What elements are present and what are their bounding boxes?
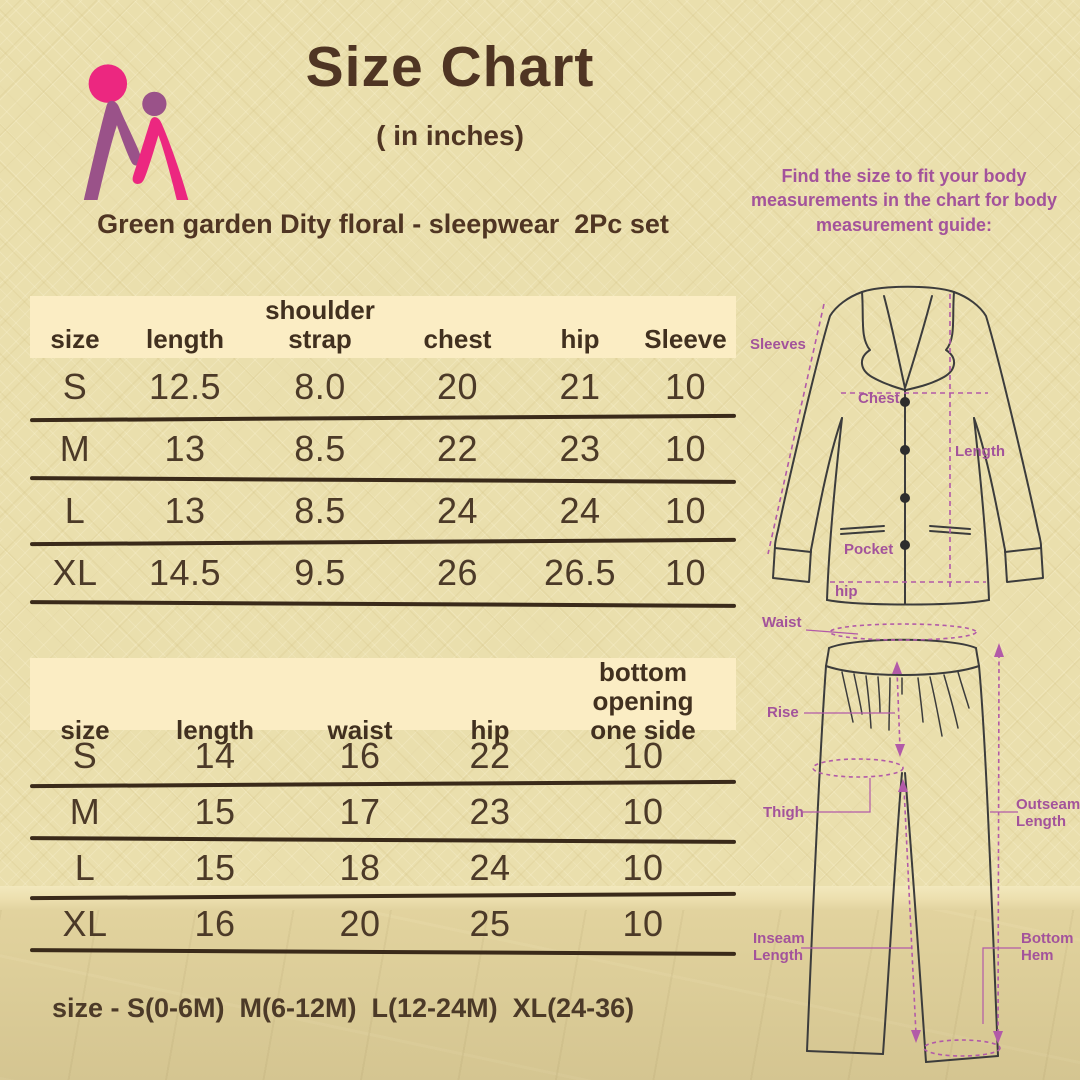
cell: L [74, 847, 96, 888]
cell: 13 [164, 428, 206, 469]
table-row: XL 14.5 9.5 26 26.5 10 [30, 544, 736, 602]
cell: 9.5 [294, 552, 346, 593]
length-label: Length [955, 443, 1005, 460]
cell: 10 [664, 552, 707, 593]
header-cell-hip: hip [470, 715, 510, 746]
cell: 10 [622, 735, 664, 776]
cell: 22 [436, 428, 479, 469]
thigh-label: Thigh [763, 804, 804, 821]
pajama-top-illustration [767, 285, 1044, 606]
table-row: L 13 8.5 24 24 10 [30, 482, 736, 540]
cell: XL [62, 903, 108, 944]
table-row: M 15 17 23 10 [30, 786, 736, 838]
floor-background [0, 910, 1080, 1080]
cell: 10 [622, 903, 664, 944]
cell: M [69, 791, 101, 832]
bottom-hem-label: Bottom Hem [1021, 930, 1074, 965]
cell: M [59, 428, 91, 469]
page-title: Size Chart [305, 35, 595, 99]
cell: 24 [469, 847, 511, 888]
cell: 25 [469, 903, 511, 944]
cell: S [62, 366, 88, 407]
header-cell-size: size [50, 324, 100, 355]
product-title: Green garden Dity floral - sleepwear 2Pc… [97, 209, 669, 239]
cell: 15 [194, 847, 236, 888]
outseam-length-label: Outseam Length [1016, 796, 1080, 831]
pocket-label: Pocket [844, 541, 894, 558]
cell: 26 [436, 552, 479, 593]
cell: 20 [339, 903, 381, 944]
cell: 10 [622, 847, 664, 888]
sleeves-label: Sleeves [750, 336, 806, 353]
table-row: L 15 18 24 10 [30, 842, 736, 894]
rise-label: Rise [767, 704, 799, 721]
cell: 8.0 [294, 366, 346, 407]
cell: 17 [339, 791, 381, 832]
cell: 10 [622, 791, 664, 832]
waist-label: Waist [762, 614, 802, 631]
cell: 13 [164, 490, 206, 531]
table-row: XL 16 20 25 10 [30, 898, 736, 950]
cell: 26.5 [543, 552, 617, 593]
cell: 24 [436, 490, 479, 531]
cell: 21 [559, 366, 601, 407]
cell: 10 [664, 490, 707, 531]
top-size-table: size length shoulder strap chest hip Sle… [29, 295, 737, 608]
cell: 22 [469, 735, 511, 776]
cell: 23 [559, 428, 601, 469]
cell: 10 [664, 366, 707, 407]
header-cell-chest: chest [423, 324, 492, 355]
header-cell-hip: hip [560, 324, 600, 355]
cell: 16 [194, 903, 236, 944]
bottom-size-table: size length waist hip bottom opening one… [29, 657, 737, 956]
header-cell-shoulder-strap: shoulder strap [265, 295, 375, 355]
size-key-footnote: size - S(0-6M) M(6-12M) L(12-24M) XL(24-… [52, 993, 635, 1023]
cell: 24 [559, 490, 601, 531]
hip-label: hip [835, 583, 858, 600]
header-cell-size: size [60, 715, 110, 746]
unit-label: ( in inches) [376, 120, 524, 151]
pajama-pants-illustration [801, 623, 1021, 1063]
cell: 15 [194, 791, 236, 832]
cell: 23 [469, 791, 511, 832]
top-table-header-row: size length shoulder strap chest hip Sle… [30, 295, 736, 358]
table-row: M 13 8.5 22 23 10 [30, 420, 736, 478]
cell: 12.5 [148, 366, 222, 407]
header-cell-bottom-opening: bottom opening one side [590, 657, 696, 746]
header-cell-sleeve: Sleeve [644, 324, 727, 355]
table-row: S 12.5 8.0 20 21 10 [30, 358, 736, 416]
cell: 10 [664, 428, 707, 469]
cell: 14.5 [148, 552, 222, 593]
fit-note-text: Find the size to fit your body measureme… [750, 166, 1058, 235]
cell: 16 [339, 735, 381, 776]
cell: S [72, 735, 98, 776]
bottom-table-header-row: size length waist hip bottom opening one… [30, 657, 736, 745]
two-figures-brand-logo-icon [83, 64, 189, 200]
cell: 18 [339, 847, 381, 888]
inseam-length-label: Inseam Length [753, 930, 805, 965]
chest-label: Chest [858, 390, 900, 407]
header-cell-waist: waist [327, 715, 393, 746]
header-cell-length: length [176, 715, 254, 746]
table-row: S 14 16 22 10 [30, 730, 736, 782]
cell: 8.5 [294, 490, 346, 531]
cell: 8.5 [294, 428, 346, 469]
cell: 20 [436, 366, 479, 407]
header-cell-length: length [146, 324, 224, 355]
cell: L [64, 490, 86, 531]
cell: 14 [194, 735, 236, 776]
cell: XL [52, 552, 98, 593]
